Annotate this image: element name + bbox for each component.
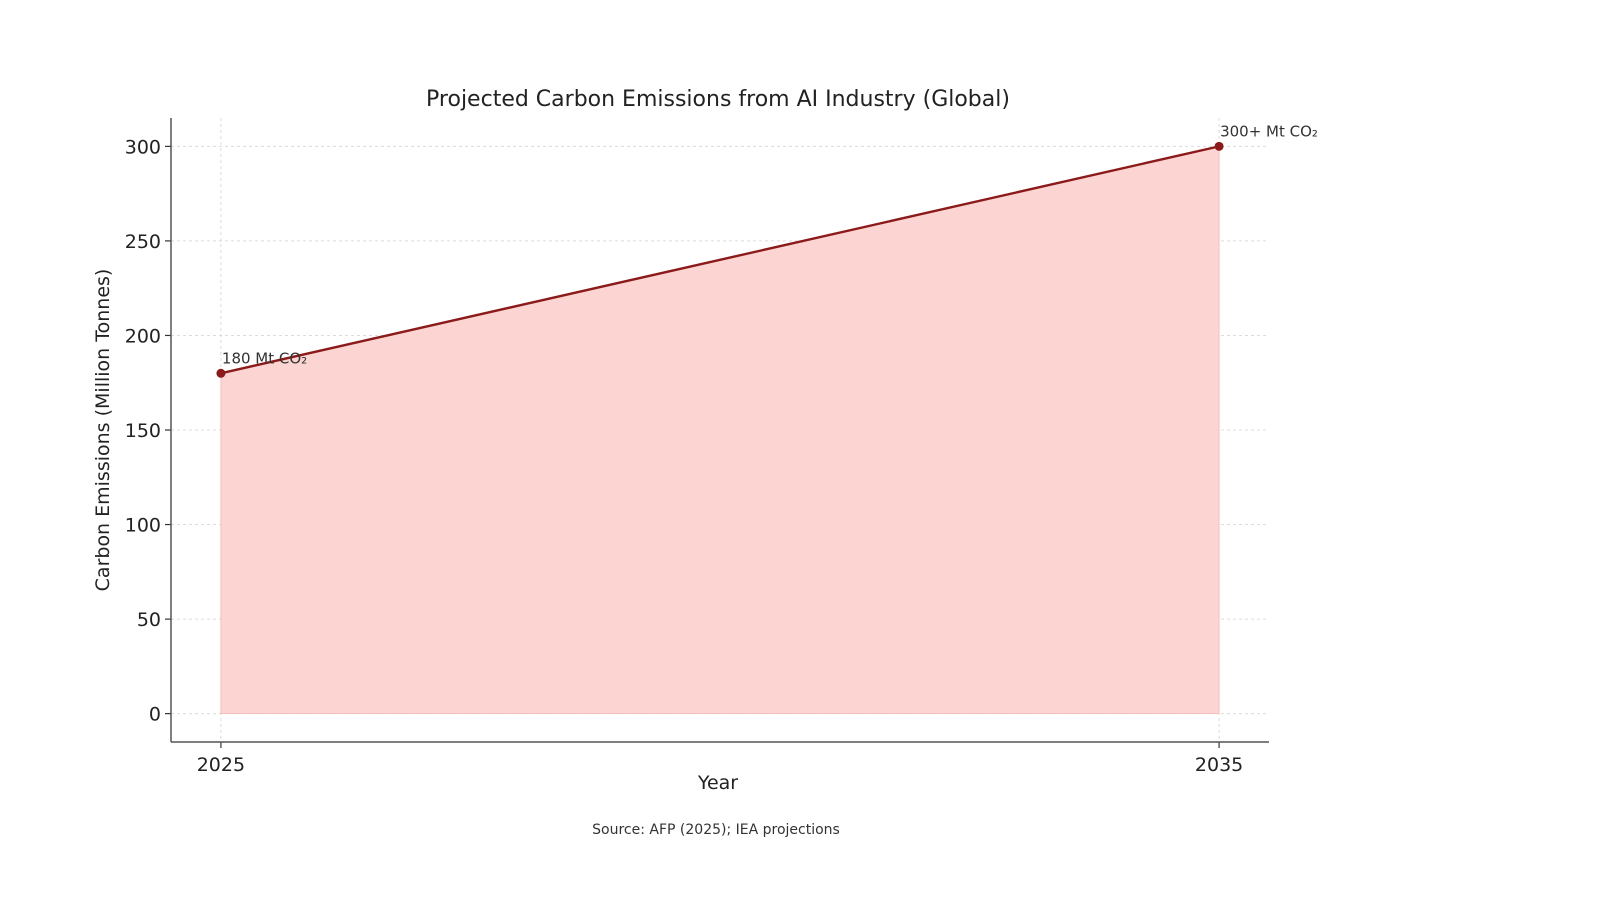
source-note: Source: AFP (2025); IEA projections — [592, 822, 840, 838]
y-tick-label: 200 — [125, 325, 161, 347]
point-annotation: 180 Mt CO₂ — [222, 349, 307, 367]
y-tick-label: 100 — [125, 515, 161, 537]
area-layer — [220, 145, 1220, 715]
area-fill — [220, 145, 1220, 715]
y-tick-label: 250 — [125, 231, 161, 253]
axes: 0 50 100 150 200 250 300 2025 2035 — [125, 118, 1269, 776]
data-point — [216, 368, 226, 378]
y-tick-label: 300 — [125, 136, 161, 158]
point-annotation: 300+ Mt CO₂ — [1220, 122, 1318, 140]
y-tick-label: 0 — [149, 704, 161, 726]
data-point — [1214, 141, 1224, 151]
y-tick-label: 150 — [125, 420, 161, 442]
y-tick-label: 50 — [137, 609, 161, 631]
y-axis-label: Carbon Emissions (Million Tonnes) — [92, 269, 114, 592]
data-marks: 180 Mt CO₂ 300+ Mt CO₂ — [216, 122, 1318, 378]
x-tick-label: 2025 — [197, 754, 245, 776]
series-line — [220, 145, 1220, 375]
x-axis-label: Year — [697, 772, 738, 794]
chart-title: Projected Carbon Emissions from AI Indus… — [426, 87, 1010, 112]
x-tick-label: 2035 — [1195, 754, 1243, 776]
